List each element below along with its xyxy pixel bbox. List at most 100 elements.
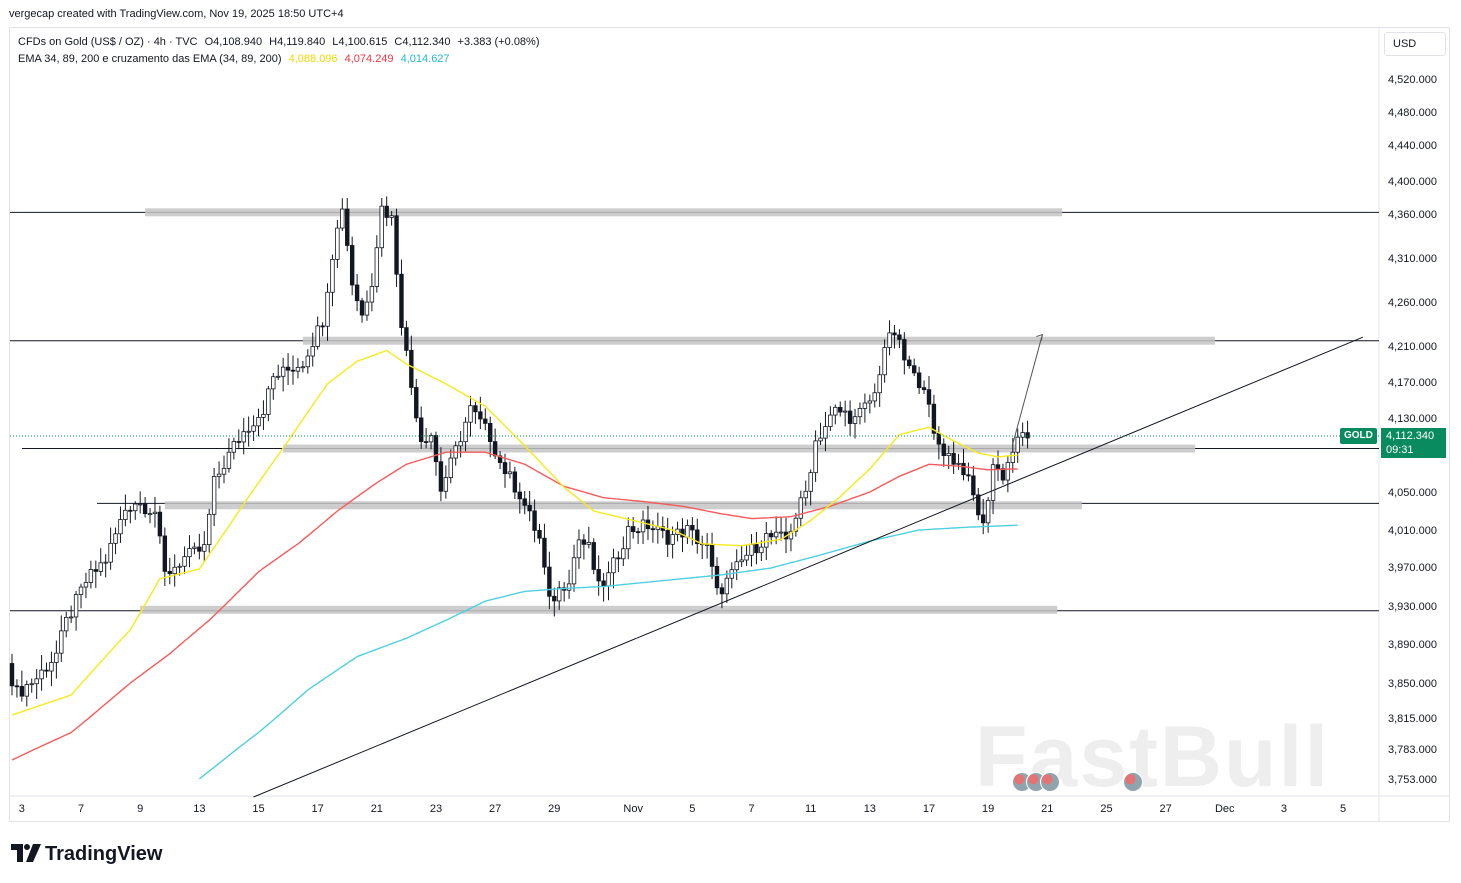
- candle-bearish[interactable]: [838, 406, 843, 413]
- candle-bearish[interactable]: [197, 546, 202, 552]
- candle-bearish[interactable]: [847, 410, 853, 424]
- candle-bullish[interactable]: [251, 425, 256, 432]
- candle-bullish[interactable]: [468, 405, 473, 423]
- candle-bearish[interactable]: [354, 284, 360, 302]
- candle-bullish[interactable]: [611, 557, 616, 574]
- candle-bearish[interactable]: [492, 441, 498, 457]
- candle-bullish[interactable]: [626, 526, 631, 550]
- candle-bearish[interactable]: [961, 462, 966, 476]
- candle-bullish[interactable]: [576, 539, 582, 559]
- candle-bullish[interactable]: [1005, 462, 1011, 481]
- symbol-title[interactable]: CFDs on Gold (US$ / OZ) · 4h · TVC: [18, 36, 198, 48]
- candle-bullish[interactable]: [448, 457, 453, 478]
- candle-bearish[interactable]: [892, 332, 897, 336]
- candle-bearish[interactable]: [926, 389, 932, 405]
- candle-bearish[interactable]: [714, 565, 720, 589]
- candle-bearish[interactable]: [690, 525, 695, 531]
- candle-bullish[interactable]: [68, 616, 74, 619]
- candle-bearish[interactable]: [414, 387, 419, 419]
- candle-bullish[interactable]: [280, 366, 286, 377]
- candle-bullish[interactable]: [833, 406, 838, 416]
- economic-event[interactable]: [1123, 772, 1143, 797]
- candle-bullish[interactable]: [374, 247, 380, 287]
- candle-bullish[interactable]: [379, 205, 384, 249]
- candle-bearish[interactable]: [394, 215, 399, 275]
- candle-bearish[interactable]: [769, 533, 774, 538]
- tradingview-logo[interactable]: TradingView: [11, 842, 162, 866]
- candle-bullish[interactable]: [34, 678, 39, 685]
- flag-icon[interactable]: [1123, 772, 1143, 792]
- candle-bullish[interactable]: [133, 503, 138, 512]
- candle-bullish[interactable]: [1010, 451, 1015, 463]
- candle-bullish[interactable]: [507, 471, 513, 475]
- candle-bullish[interactable]: [640, 519, 646, 533]
- candle-bullish[interactable]: [862, 402, 868, 409]
- candle-bullish[interactable]: [266, 388, 271, 415]
- candle-bearish[interactable]: [522, 498, 527, 506]
- candle-bullish[interactable]: [867, 400, 873, 404]
- candle-bearish[interactable]: [650, 528, 656, 531]
- candle-bullish[interactable]: [54, 652, 59, 663]
- candle-bearish[interactable]: [1025, 432, 1030, 439]
- candle-bullish[interactable]: [305, 355, 310, 368]
- candle-bullish[interactable]: [231, 441, 237, 453]
- candle-bullish[interactable]: [606, 572, 611, 587]
- candle-bearish[interactable]: [907, 359, 912, 367]
- candle-bearish[interactable]: [478, 411, 483, 420]
- candle-bearish[interactable]: [537, 530, 542, 539]
- candle-bullish[interactable]: [443, 477, 449, 492]
- candle-bearish[interactable]: [630, 526, 636, 533]
- candle-bearish[interactable]: [512, 471, 518, 493]
- candle-bullish[interactable]: [788, 530, 794, 540]
- candle-bullish[interactable]: [364, 301, 370, 316]
- candle-bullish[interactable]: [463, 421, 468, 443]
- candle-bullish[interactable]: [241, 431, 246, 443]
- candle-bullish[interactable]: [152, 511, 158, 515]
- support-resistance-zone[interactable]: [283, 444, 1196, 453]
- candle-bearish[interactable]: [976, 494, 981, 516]
- candle-bearish[interactable]: [345, 208, 350, 246]
- candle-bullish[interactable]: [271, 376, 276, 390]
- candle-bearish[interactable]: [754, 544, 759, 554]
- candle-bearish[interactable]: [320, 325, 325, 328]
- currency-button[interactable]: USD: [1384, 32, 1446, 56]
- candle-bullish[interactable]: [621, 548, 626, 560]
- candle-bullish[interactable]: [369, 286, 375, 303]
- candle-bearish[interactable]: [488, 422, 493, 443]
- candle-bullish[interactable]: [226, 451, 232, 469]
- candle-bullish[interactable]: [315, 325, 320, 347]
- ema89-line[interactable]: [11, 451, 1018, 761]
- candle-bullish[interactable]: [192, 546, 197, 549]
- candle-bearish[interactable]: [581, 539, 587, 545]
- candle-bullish[interactable]: [276, 375, 281, 378]
- candle-bullish[interactable]: [985, 499, 991, 524]
- candle-bearish[interactable]: [971, 475, 976, 496]
- candle-bearish[interactable]: [9, 663, 15, 687]
- candle-bullish[interactable]: [586, 542, 592, 545]
- support-resistance-zone[interactable]: [164, 501, 1082, 510]
- candle-bearish[interactable]: [157, 511, 163, 537]
- candle-bullish[interactable]: [956, 462, 961, 465]
- candle-bullish[interactable]: [882, 347, 887, 376]
- candle-bullish[interactable]: [389, 215, 394, 218]
- candle-bearish[interactable]: [591, 542, 596, 570]
- candle-bearish[interactable]: [517, 491, 522, 500]
- candle-bearish[interactable]: [897, 334, 902, 340]
- candle-bullish[interactable]: [818, 437, 823, 442]
- candle-bullish[interactable]: [724, 577, 730, 595]
- candle-bullish[interactable]: [340, 208, 345, 229]
- candle-bullish[interactable]: [300, 366, 306, 369]
- candle-bullish[interactable]: [877, 374, 882, 394]
- candle-bullish[interactable]: [428, 435, 434, 443]
- economic-events[interactable]: [1012, 772, 1060, 797]
- candle-bearish[interactable]: [433, 435, 439, 463]
- candle-bullish[interactable]: [330, 258, 335, 293]
- candle-bullish[interactable]: [793, 517, 799, 532]
- candle-bullish[interactable]: [147, 513, 153, 516]
- support-resistance-zone[interactable]: [140, 605, 1058, 614]
- candle-bearish[interactable]: [532, 510, 537, 531]
- candle-bearish[interactable]: [936, 432, 942, 445]
- candle-bearish[interactable]: [404, 327, 409, 351]
- candle-bullish[interactable]: [118, 519, 123, 535]
